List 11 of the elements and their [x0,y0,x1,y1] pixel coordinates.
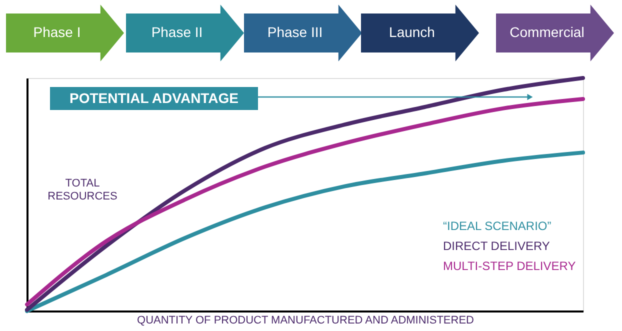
x-axis-title: QUANTITY OF PRODUCT MANUFACTURED AND ADMINISTERED [137,314,474,326]
text: Phase III [267,24,323,40]
text: DIRECT DELIVERY [443,239,550,253]
text: “IDEAL SCENARIO” [443,219,552,233]
text: Phase II [151,24,203,40]
text: Commercial [510,24,584,40]
text: Phase I [33,24,81,40]
annotation: POTENTIAL ADVANTAGE [69,90,239,106]
text: MULTI-STEP DELIVERY [443,259,576,273]
text: Launch [389,24,435,40]
y-axis-title: TOTAL RESOURCES [48,178,118,202]
